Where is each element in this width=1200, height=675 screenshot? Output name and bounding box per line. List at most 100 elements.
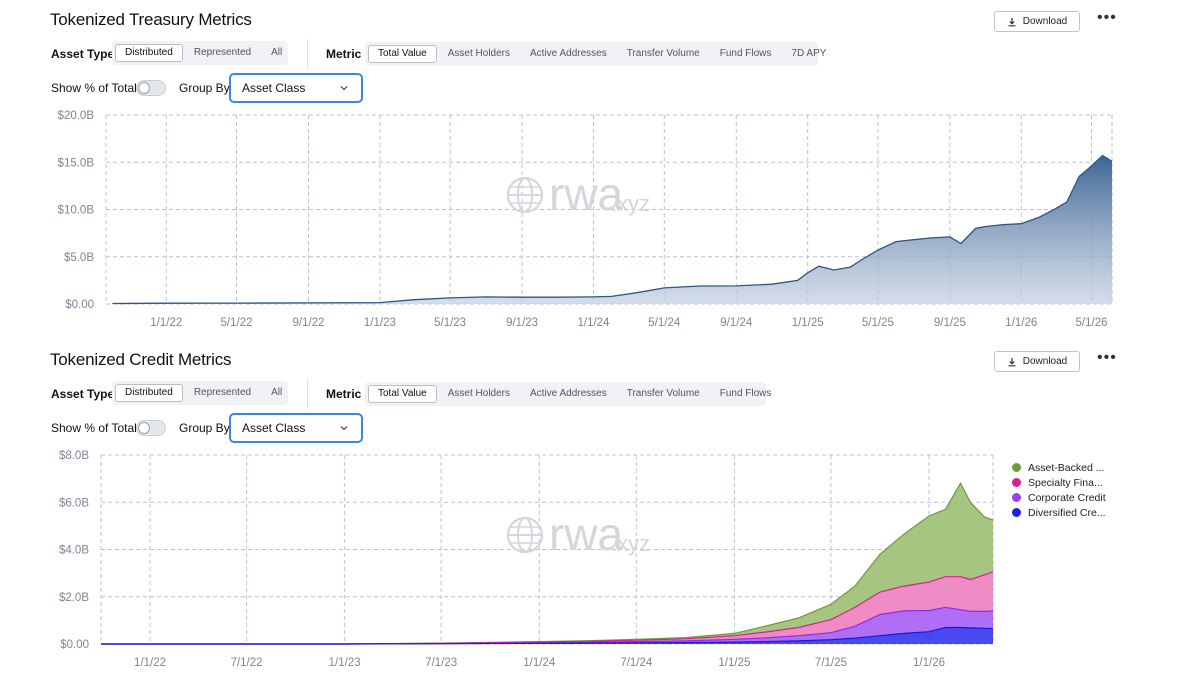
download-icon [1008, 357, 1016, 366]
x-tick-label: 1/1/26 [1005, 317, 1037, 329]
x-tick-label: 5/1/25 [862, 317, 894, 329]
legend-label: Corporate Credit [1028, 491, 1106, 504]
x-tick-label: 1/1/22 [150, 317, 182, 329]
x-tick-label: 1/1/25 [718, 657, 750, 669]
legend: Asset-Backed ... Specialty Fina... Corpora… [1012, 460, 1106, 520]
x-tick-label: 9/1/23 [506, 317, 538, 329]
y-tick-label: $4.0B [59, 545, 89, 557]
treasury-area [112, 155, 1112, 304]
y-tick-label: $2.0B [59, 592, 89, 604]
x-tick-label: 9/1/25 [934, 317, 966, 329]
asset-type-all[interactable]: All [271, 47, 283, 58]
y-tick-label: $20.0B [58, 110, 95, 122]
group-by-value: Asset Class [242, 81, 306, 95]
x-tick-label: 1/1/22 [134, 657, 166, 669]
y-tick-label: $8.0B [59, 450, 89, 462]
group-by-label: Group By [179, 81, 230, 95]
watermark-text: rwa [549, 168, 624, 220]
metric-7d-apy[interactable]: 7D APY [791, 48, 827, 59]
download-button[interactable]: Download [994, 11, 1080, 32]
legend-label: Diversified Cre... [1028, 506, 1106, 519]
metric-active-addresses[interactable]: Active Addresses [530, 388, 607, 399]
show-pct-toggle[interactable] [136, 420, 166, 436]
x-tick-label: 5/1/24 [648, 317, 681, 329]
show-pct-toggle[interactable] [136, 80, 166, 96]
x-tick-label: 7/1/22 [231, 657, 263, 669]
legend-label: Specialty Fina... [1028, 476, 1103, 489]
metric-total-value[interactable]: Total Value [368, 45, 437, 63]
group-by-select[interactable]: Asset Class [229, 413, 363, 443]
legend-label: Asset-Backed ... [1028, 461, 1105, 474]
y-tick-label: $0.00 [65, 299, 94, 311]
globe-icon [506, 516, 544, 554]
y-tick-label: $6.0B [59, 497, 89, 509]
x-tick-label: 1/1/25 [792, 317, 824, 329]
page-title: Tokenized Credit Metrics [50, 350, 232, 369]
metric-total-value[interactable]: Total Value [368, 385, 437, 403]
x-tick-label: 7/1/24 [620, 657, 653, 669]
credit-chart: $0.00 $2.0B $4.0B $6.0B $8.0B 1/1/22 7/1/22 1/1… [59, 450, 994, 669]
legend-item[interactable]: Corporate Credit [1012, 490, 1106, 505]
group-by-select[interactable]: Asset Class [229, 73, 363, 103]
legend-item[interactable]: Asset-Backed ... [1012, 460, 1106, 475]
download-button[interactable]: Download [994, 351, 1080, 372]
divider [307, 39, 308, 69]
diversified-credit-line [101, 626, 994, 645]
legend-dot [1012, 493, 1021, 502]
watermark-suffix: .xyz [611, 531, 650, 556]
metric-label: Metric [326, 47, 362, 61]
x-tick-label: 1/1/24 [577, 317, 610, 329]
x-tick-label: 1/1/23 [364, 317, 396, 329]
asset-type-all[interactable]: All [271, 387, 283, 398]
asset-type-represented[interactable]: Represented [193, 47, 252, 58]
asset-type-distributed[interactable]: Distributed [115, 384, 183, 402]
legend-item[interactable]: Diversified Cre... [1012, 505, 1106, 520]
metric-asset-holders[interactable]: Asset Holders [447, 48, 510, 59]
metric-asset-holders[interactable]: Asset Holders [447, 388, 510, 399]
asset-type-segment: Distributed Represented All [112, 381, 288, 405]
x-tick-label: 1/1/24 [523, 657, 556, 669]
watermark: rwa.xyz [506, 508, 650, 560]
x-tick-label: 5/1/22 [221, 317, 253, 329]
metric-fund-flows[interactable]: Fund Flows [719, 388, 772, 399]
metric-label: Metric [326, 387, 362, 401]
group-by-label: Group By [179, 421, 230, 435]
x-tick-label: 9/1/22 [292, 317, 324, 329]
x-tick-label: 7/1/25 [815, 657, 847, 669]
x-tick-label: 5/1/26 [1076, 317, 1108, 329]
legend-item[interactable]: Specialty Fina... [1012, 475, 1106, 490]
asset-type-label: Asset Type [51, 387, 115, 401]
x-tick-label: 5/1/23 [434, 317, 466, 329]
watermark-text: rwa [549, 508, 624, 560]
treasury-line [112, 154, 1113, 305]
diversified-credit-area [101, 627, 993, 644]
globe-icon [506, 176, 544, 214]
legend-dot [1012, 478, 1021, 487]
x-tick-label: 9/1/24 [720, 317, 753, 329]
chevron-down-icon [340, 86, 348, 91]
download-icon [1008, 17, 1016, 26]
metric-transfer-volume[interactable]: Transfer Volume [626, 48, 700, 59]
metric-active-addresses[interactable]: Active Addresses [530, 48, 607, 59]
legend-dot [1012, 508, 1021, 517]
asset-type-label: Asset Type [51, 47, 115, 61]
download-label: Download [1022, 16, 1068, 27]
metric-transfer-volume[interactable]: Transfer Volume [626, 388, 700, 399]
y-tick-label: $10.0B [58, 205, 95, 217]
download-label: Download [1022, 356, 1068, 367]
more-icon[interactable]: ••• [1097, 9, 1117, 26]
toggle-knob [138, 82, 150, 94]
chevron-down-icon [340, 426, 348, 431]
metric-fund-flows[interactable]: Fund Flows [719, 48, 772, 59]
metric-segment: Total Value Asset Holders Active Address… [365, 382, 771, 406]
treasury-chart: $0.00 $5.0B $10.0B $15.0B $20.0B 1/1/22 5/1/22… [58, 110, 1113, 329]
y-tick-label: $15.0B [58, 157, 95, 169]
toggle-knob [138, 422, 150, 434]
watermark-suffix: .xyz [611, 191, 650, 216]
more-icon[interactable]: ••• [1097, 349, 1117, 366]
asset-type-distributed[interactable]: Distributed [115, 44, 183, 62]
asset-type-represented[interactable]: Represented [193, 387, 252, 398]
group-by-value: Asset Class [242, 421, 306, 435]
show-pct-label: Show % of Total [51, 81, 137, 95]
metric-segment: Total Value Asset Holders Active Address… [365, 42, 826, 66]
